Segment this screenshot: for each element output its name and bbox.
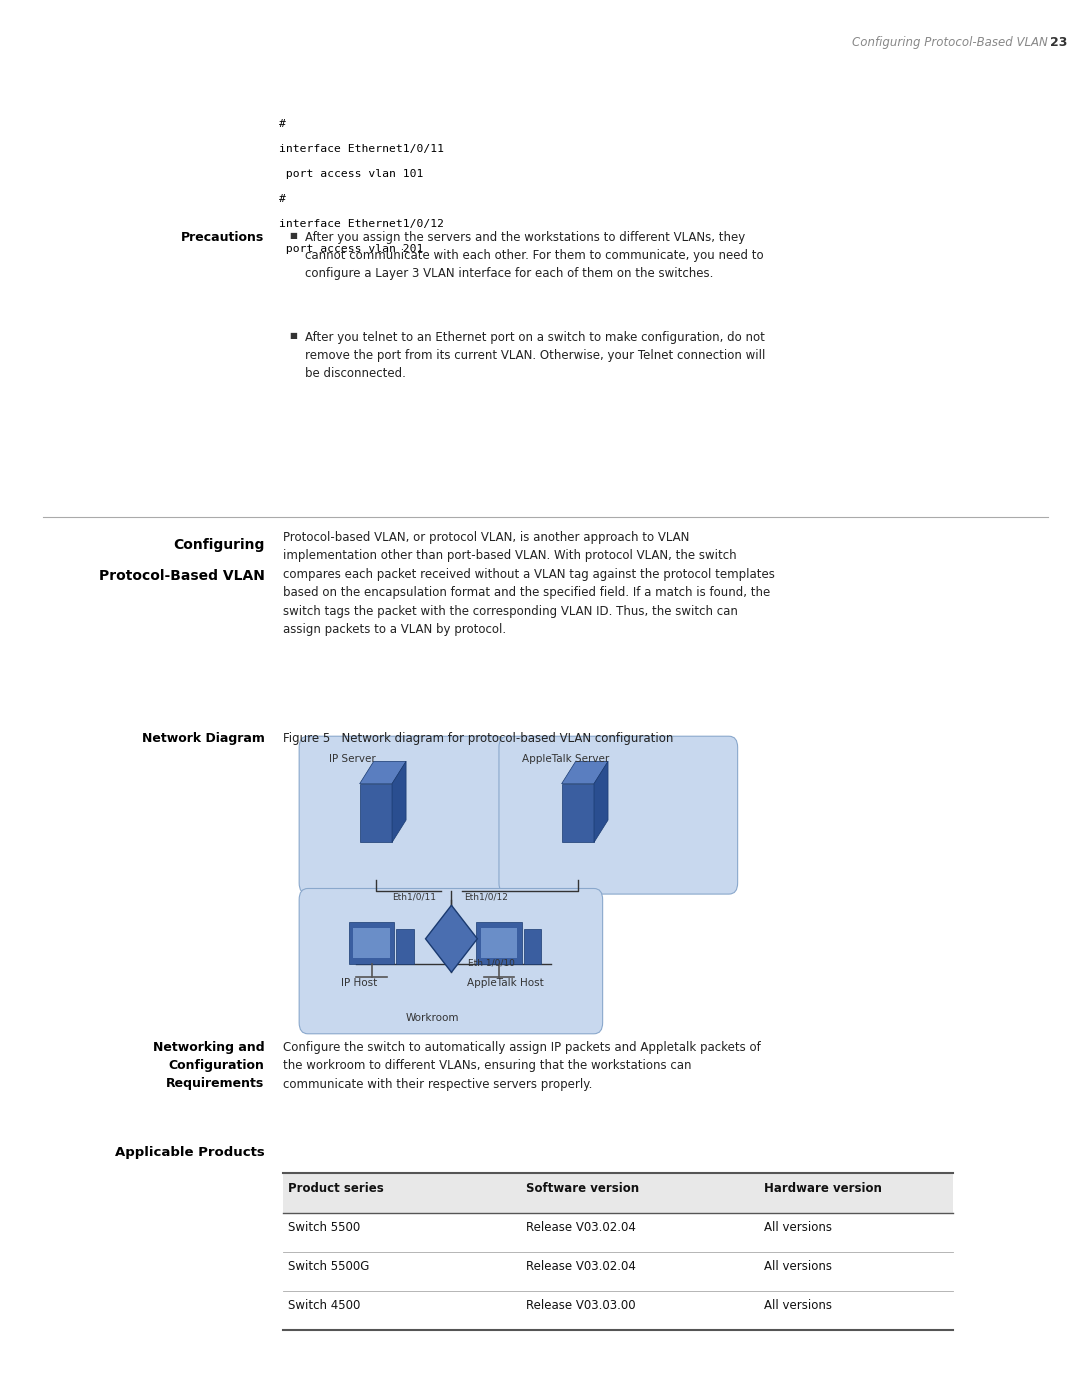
Text: AppleTalk Host: AppleTalk Host	[467, 978, 543, 988]
Text: Switch 5500: Switch 5500	[288, 1221, 361, 1234]
Polygon shape	[594, 761, 608, 842]
Text: Configure the switch to automatically assign IP packets and Appletalk packets of: Configure the switch to automatically as…	[283, 1041, 760, 1091]
Text: Workroom: Workroom	[405, 1013, 459, 1023]
FancyBboxPatch shape	[396, 929, 414, 964]
Text: Figure 5   Network diagram for protocol-based VLAN configuration: Figure 5 Network diagram for protocol-ba…	[283, 732, 673, 745]
Text: #: #	[279, 194, 285, 204]
FancyBboxPatch shape	[360, 784, 392, 842]
Text: interface Ethernet1/0/12: interface Ethernet1/0/12	[279, 219, 444, 229]
FancyBboxPatch shape	[353, 928, 390, 958]
Text: Configuring Protocol-Based VLAN: Configuring Protocol-Based VLAN	[852, 36, 1048, 49]
Text: After you telnet to an Ethernet port on a switch to make configuration, do not
r: After you telnet to an Ethernet port on …	[305, 331, 765, 380]
Text: Eth1/0/11: Eth1/0/11	[392, 893, 436, 901]
Text: port access vlan 101: port access vlan 101	[279, 169, 423, 179]
Text: AppleTalk Server: AppleTalk Server	[522, 754, 609, 764]
FancyBboxPatch shape	[499, 736, 738, 894]
Polygon shape	[360, 761, 406, 784]
Text: Product series: Product series	[288, 1182, 384, 1194]
Text: Network Diagram: Network Diagram	[141, 732, 265, 745]
Text: Protocol-Based VLAN: Protocol-Based VLAN	[98, 569, 265, 583]
Polygon shape	[562, 761, 608, 784]
Text: All versions: All versions	[764, 1299, 832, 1312]
Text: Release V03.02.04: Release V03.02.04	[526, 1260, 636, 1273]
Text: Switch 4500: Switch 4500	[288, 1299, 361, 1312]
FancyBboxPatch shape	[476, 922, 522, 964]
Text: Applicable Products: Applicable Products	[114, 1146, 265, 1158]
Text: port access vlan 201: port access vlan 201	[279, 244, 423, 254]
Text: Configuring: Configuring	[173, 538, 265, 552]
Text: All versions: All versions	[764, 1221, 832, 1234]
Polygon shape	[392, 761, 406, 842]
Text: Protocol-based VLAN, or protocol VLAN, is another approach to VLAN
implementatio: Protocol-based VLAN, or protocol VLAN, i…	[283, 531, 774, 637]
Text: ■: ■	[289, 331, 297, 339]
FancyBboxPatch shape	[283, 1173, 953, 1213]
Text: #: #	[279, 119, 285, 129]
Text: IP Host: IP Host	[341, 978, 378, 988]
Text: All versions: All versions	[764, 1260, 832, 1273]
FancyBboxPatch shape	[299, 888, 603, 1034]
FancyBboxPatch shape	[562, 784, 594, 842]
Text: Software version: Software version	[526, 1182, 639, 1194]
Text: Release V03.02.04: Release V03.02.04	[526, 1221, 636, 1234]
Text: 23: 23	[1050, 36, 1067, 49]
Text: Eth1/0/12: Eth1/0/12	[464, 893, 509, 901]
FancyBboxPatch shape	[349, 922, 394, 964]
Text: Switch 5500G: Switch 5500G	[288, 1260, 369, 1273]
FancyBboxPatch shape	[299, 736, 505, 894]
FancyBboxPatch shape	[481, 928, 517, 958]
Text: interface Ethernet1/0/11: interface Ethernet1/0/11	[279, 144, 444, 154]
Text: Networking and
Configuration
Requirements: Networking and Configuration Requirement…	[153, 1041, 265, 1090]
Text: Hardware version: Hardware version	[764, 1182, 881, 1194]
Text: After you assign the servers and the workstations to different VLANs, they
canno: After you assign the servers and the wor…	[305, 231, 764, 279]
Text: Precautions: Precautions	[181, 231, 265, 243]
Text: Release V03.03.00: Release V03.03.00	[526, 1299, 636, 1312]
Text: ■: ■	[289, 231, 297, 239]
Text: Eth 1/0/10: Eth 1/0/10	[468, 958, 514, 967]
Polygon shape	[426, 905, 477, 972]
Text: IP Server: IP Server	[329, 754, 376, 764]
FancyBboxPatch shape	[524, 929, 541, 964]
